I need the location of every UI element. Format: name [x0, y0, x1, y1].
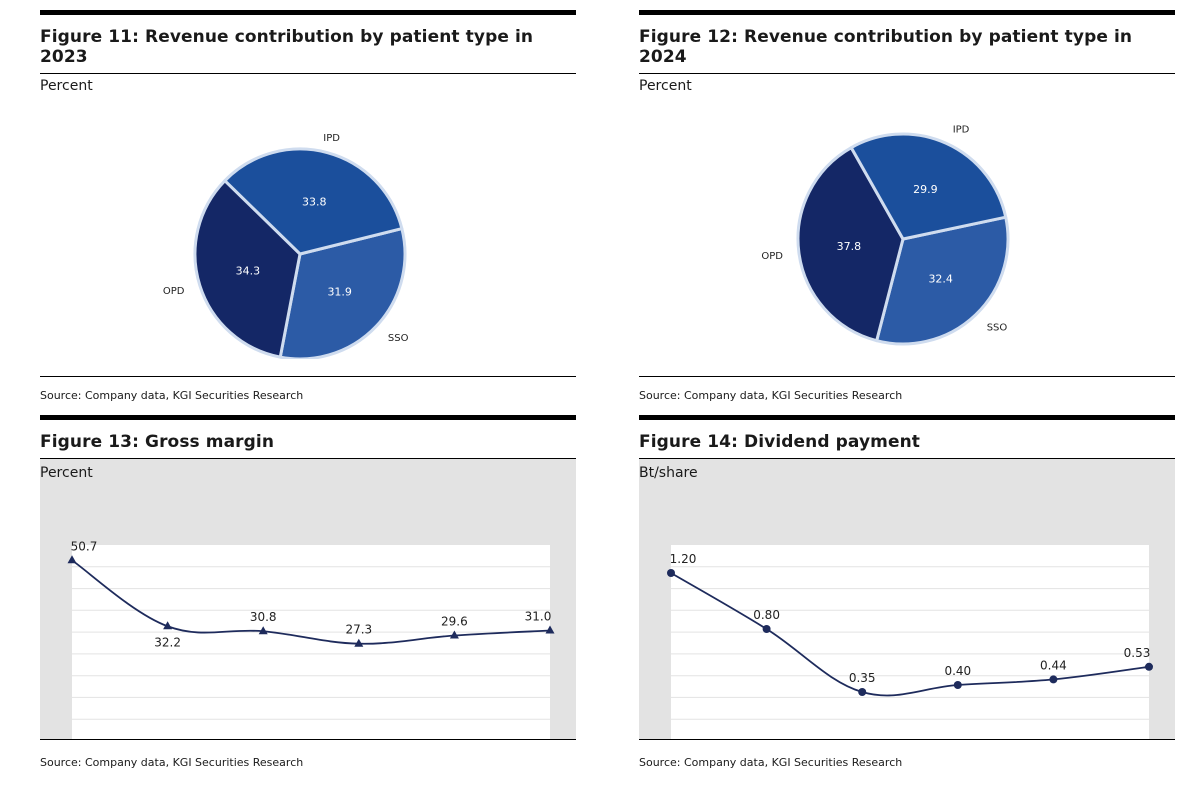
series-line	[71, 559, 551, 645]
pie-slice-opd	[796, 146, 905, 343]
figure-12-panel: Figure 12: Revenue contribution by patie…	[639, 10, 1175, 402]
figure-13-title: Figure 13: Gross margin	[40, 432, 275, 452]
pie-slice-sso	[875, 215, 1010, 346]
figure-14-source: Source: Company data, KGI Securities Res…	[639, 756, 903, 769]
title-rule	[639, 458, 1175, 459]
figure-12-source: Source: Company data, KGI Securities Res…	[639, 389, 903, 402]
data-point-2025f	[1049, 675, 1058, 684]
pie-value-label-ipd: 33.8	[302, 195, 327, 208]
data-point-2023	[258, 626, 268, 635]
title-rule	[639, 73, 1175, 74]
pie-value-label-ipd: 29.9	[913, 183, 938, 196]
figure-13-source: Source: Company data, KGI Securities Res…	[40, 756, 304, 769]
figure-11-source: Source: Company data, KGI Securities Res…	[40, 389, 304, 402]
title-rule	[40, 73, 576, 74]
figure-14-unit: Bt/share	[639, 465, 698, 481]
plot-area	[671, 545, 1149, 739]
top-bar	[639, 10, 1175, 15]
data-label-2021: 1.20	[670, 552, 697, 566]
data-label-2026f: 31.0	[525, 610, 552, 624]
data-label-2022: 0.80	[753, 608, 780, 622]
data-point-2023	[858, 688, 867, 696]
data-label-2023: 30.8	[250, 610, 277, 624]
data-label-2025f: 0.44	[1040, 658, 1067, 672]
figure-12-unit: Percent	[639, 78, 692, 94]
data-label-2025f: 29.6	[441, 615, 468, 629]
figure-11-pie-chart: 31.9 SSO 34.3 OPD 33.8 IPD	[163, 133, 409, 359]
pie-category-label-ipd: IPD	[323, 133, 340, 144]
figure-12-pie-chart: 32.4 SSO 37.8 OPD 29.9 IPD	[761, 125, 1010, 346]
data-label-2024: 0.40	[944, 664, 971, 678]
data-point-2022	[163, 621, 173, 630]
pie-value-label-sso: 31.9	[327, 286, 352, 299]
pie-category-label-sso: SSO	[388, 333, 409, 344]
pie-category-label-ipd: IPD	[953, 125, 970, 136]
plot-area	[72, 545, 550, 739]
bottom-rule	[40, 376, 576, 377]
bottom-rule	[639, 376, 1175, 377]
top-bar	[40, 415, 576, 420]
figure-13-chart-box: 50.7202132.2202230.8202327.3202429.62025…	[40, 459, 576, 740]
data-point-2026f	[545, 625, 555, 634]
figure-11-title: Figure 11: Revenue contribution by patie…	[40, 27, 534, 67]
figure-14-panel: Figure 14: Dividend payment 1.2020210.80…	[639, 415, 1175, 769]
data-point-2022	[762, 625, 771, 633]
title-rule	[40, 458, 576, 459]
data-point-2021	[67, 555, 77, 564]
figure-14-chart-box: 1.2020210.8020220.3520230.4020240.442025…	[639, 459, 1175, 740]
pie-slice-ipd	[849, 132, 1008, 241]
data-point-2024	[953, 681, 962, 689]
figure-12-title: Figure 12: Revenue contribution by patie…	[639, 27, 1133, 67]
data-label-2022: 32.2	[154, 635, 181, 649]
pie-slice-opd	[193, 179, 302, 359]
top-bar	[40, 10, 576, 15]
figure-11-panel: Figure 11: Revenue contribution by patie…	[40, 10, 576, 402]
figure-13-unit: Percent	[40, 465, 93, 481]
data-point-2024	[354, 638, 364, 647]
pie-slice-ipd	[223, 147, 404, 256]
pie-value-label-opd: 37.8	[837, 240, 862, 253]
data-label-2021: 50.7	[71, 539, 98, 553]
pie-category-label-opd: OPD	[761, 251, 783, 262]
data-point-2021	[667, 569, 675, 577]
pie-value-label-opd: 34.3	[236, 264, 261, 277]
pie-slice-sso	[278, 227, 407, 359]
data-label-2026f: 0.53	[1124, 646, 1151, 660]
figure-14-line-chart: 1.2020210.8020220.3520230.4020240.442025…	[667, 545, 1153, 739]
data-point-2025f	[449, 630, 459, 639]
data-label-2023: 0.35	[849, 671, 876, 685]
pie-category-label-opd: OPD	[163, 286, 185, 297]
top-bar	[639, 415, 1175, 420]
pie-value-label-sso: 32.4	[928, 272, 953, 285]
figure-13-line-chart: 50.7202132.2202230.8202327.3202429.62025…	[67, 539, 555, 739]
data-point-2026f	[1145, 662, 1153, 671]
data-label-2024: 27.3	[345, 623, 372, 637]
figure-14-title: Figure 14: Dividend payment	[639, 432, 921, 452]
pie-category-label-sso: SSO	[987, 322, 1008, 333]
figure-13-panel: Figure 13: Gross margin 50.7202132.22022…	[40, 415, 576, 769]
series-line	[670, 572, 1150, 697]
figure-11-unit: Percent	[40, 78, 93, 94]
